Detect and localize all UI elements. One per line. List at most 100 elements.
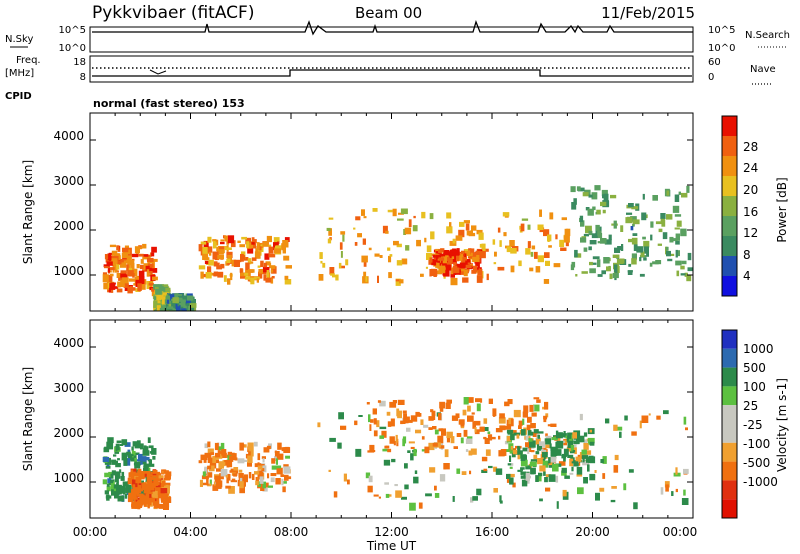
scatter-cell bbox=[387, 247, 391, 251]
scatter-cell bbox=[479, 243, 483, 248]
scatter-cell bbox=[464, 251, 471, 257]
scatter-cell bbox=[410, 446, 415, 449]
scatter-cell bbox=[507, 463, 512, 466]
scatter-cell bbox=[606, 266, 611, 272]
scatter-cell bbox=[660, 213, 666, 219]
scatter-cell bbox=[262, 266, 270, 273]
scatter-cell bbox=[389, 254, 393, 257]
scatter-cell bbox=[478, 232, 484, 240]
scatter-cell bbox=[393, 240, 399, 246]
scatter-cell bbox=[151, 252, 155, 257]
scatter-cell bbox=[103, 447, 110, 453]
scatter-cell bbox=[239, 486, 245, 494]
scatter-cell bbox=[493, 488, 498, 493]
scatter-cell bbox=[259, 476, 264, 484]
scatter-cell bbox=[207, 483, 212, 487]
scatter-cell bbox=[681, 260, 687, 265]
scatter-cell bbox=[256, 242, 260, 250]
scatter-cell bbox=[247, 455, 253, 463]
scatter-cell bbox=[428, 427, 433, 430]
scatter-cell bbox=[257, 265, 261, 268]
scatter-cell bbox=[470, 497, 474, 503]
scatter-cell bbox=[548, 474, 556, 482]
scatter-cell bbox=[572, 432, 577, 439]
scatter-cell bbox=[650, 234, 653, 241]
scatter-cell bbox=[332, 275, 339, 278]
scatter-cell bbox=[623, 483, 627, 491]
scatter-cell bbox=[284, 237, 290, 242]
scatter-cell bbox=[543, 471, 546, 476]
scatter-cell bbox=[261, 481, 266, 489]
scatter-cell bbox=[533, 429, 539, 434]
scatter-cell bbox=[672, 205, 680, 213]
scatter-cell bbox=[166, 306, 174, 309]
scatter-cell bbox=[631, 206, 639, 210]
scatter-cell bbox=[631, 237, 638, 245]
scatter-cell bbox=[109, 244, 116, 248]
scatter-cell bbox=[134, 246, 140, 254]
scatter-cell bbox=[684, 272, 688, 277]
scatter-cell bbox=[123, 283, 129, 288]
scatter-cell bbox=[522, 418, 525, 425]
scatter-cell bbox=[267, 473, 270, 479]
velocity-ytick-2000: 2000 bbox=[53, 426, 84, 440]
scatter-cell bbox=[636, 246, 643, 253]
scatter-cell bbox=[683, 468, 689, 474]
scatter-cell bbox=[558, 461, 566, 466]
velocity-cb-label: Velocity [m s-1] bbox=[775, 378, 789, 472]
scatter-cell bbox=[369, 444, 375, 452]
scatter-cell bbox=[602, 209, 606, 214]
scatter-cell bbox=[395, 490, 402, 498]
power-ytick-1000: 1000 bbox=[53, 264, 84, 278]
scatter-cell bbox=[147, 500, 150, 509]
scatter-cell bbox=[385, 230, 389, 234]
scatter-cell bbox=[151, 288, 156, 292]
scatter-cell bbox=[379, 400, 386, 407]
scatter-cell bbox=[270, 473, 277, 477]
scatter-cell bbox=[537, 431, 544, 434]
scatter-cell bbox=[583, 247, 588, 252]
scatter-cell bbox=[266, 445, 271, 450]
scatter-cell bbox=[446, 431, 453, 439]
scatter-cell bbox=[406, 427, 411, 432]
scatter-cell bbox=[421, 436, 425, 440]
scatter-cell bbox=[594, 470, 597, 473]
scatter-cell bbox=[458, 229, 465, 238]
scatter-cell bbox=[328, 469, 331, 472]
scatter-cell bbox=[158, 503, 165, 509]
scatter-cell bbox=[405, 245, 410, 251]
scatter-cell bbox=[443, 269, 450, 277]
nsky-line bbox=[92, 20, 693, 36]
scatter-cell bbox=[388, 494, 392, 497]
scatter-cell bbox=[225, 247, 232, 250]
scatter-cell bbox=[131, 501, 139, 509]
scatter-cell bbox=[597, 274, 603, 277]
scatter-cell bbox=[476, 275, 483, 283]
scatter-cell bbox=[337, 442, 342, 449]
scatter-cell bbox=[467, 415, 474, 422]
scatter-cell bbox=[226, 258, 231, 263]
scatter-cell bbox=[587, 437, 595, 444]
scatter-cell bbox=[317, 422, 321, 428]
scatter-cell bbox=[165, 287, 171, 294]
scatter-cell bbox=[147, 263, 154, 268]
scatter-cell bbox=[353, 227, 356, 230]
scatter-cell bbox=[581, 449, 587, 455]
scatter-cell bbox=[285, 476, 292, 480]
scatter-cell bbox=[171, 300, 176, 308]
scatter-cell bbox=[601, 189, 608, 197]
scatter-cell bbox=[510, 446, 513, 450]
velocity-colorbar-frame bbox=[721, 329, 738, 519]
scatter-cell bbox=[135, 485, 142, 492]
scatter-cell bbox=[686, 274, 692, 282]
scatter-cell bbox=[105, 465, 111, 469]
scatter-cell bbox=[471, 225, 477, 231]
scatter-cell bbox=[450, 436, 455, 444]
scatter-cell bbox=[605, 418, 610, 424]
scatter-cell bbox=[589, 268, 596, 274]
scatter-cell bbox=[150, 284, 153, 288]
scatter-cell bbox=[530, 459, 538, 463]
scatter-cell bbox=[626, 212, 633, 215]
scatter-cell bbox=[144, 457, 149, 461]
scatter-cell bbox=[342, 234, 345, 242]
